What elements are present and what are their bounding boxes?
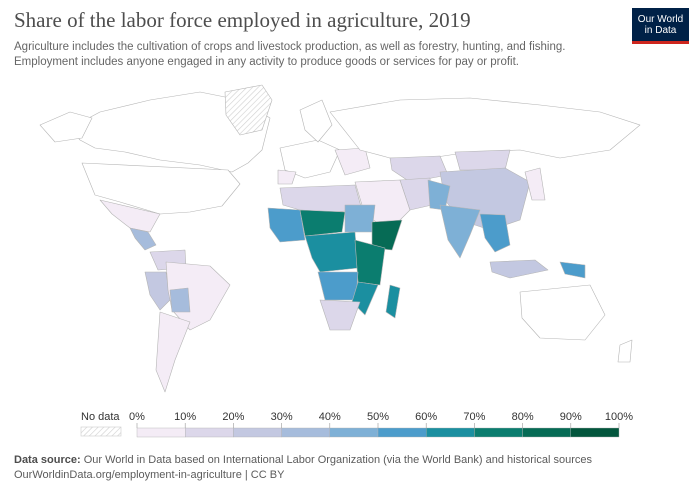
central-america [129,227,157,251]
chart-title: Share of the labor force employed in agr… [14,8,471,32]
alaska [39,111,93,143]
australia [519,284,606,341]
legend-bin-8 [522,427,571,438]
sudan [344,204,376,233]
legend-bin-4 [329,427,379,438]
east-africa [354,239,386,286]
mongolia [454,149,511,171]
source-line: Data source: Our World in Data based on … [14,453,592,468]
eastern-europe [334,147,371,176]
legend-tick-label: 100% [605,411,633,423]
map-legend: No data 0% 10% 20% 30% 40% 50% 60% 70% 80% 90% 100… [80,411,633,438]
legend-tick-label: 90% [560,411,582,423]
logo-line-1: Our World [637,14,684,25]
bolivia [169,287,191,313]
kazakhstan [389,155,449,183]
korea-japan [524,167,546,201]
legend-tick-label: 30% [271,411,293,423]
legend-no-data-label: No data [81,411,120,423]
legend-bin-3 [281,427,331,438]
southern-africa [319,299,361,331]
scandinavia [299,99,333,143]
indonesia [489,259,549,279]
legend-tick-label: 10% [174,411,196,423]
legend-tick-label: 70% [463,411,485,423]
united-states [81,162,241,215]
india [439,204,481,259]
legend-bin-0 [136,427,186,438]
subtitle-line-1: Agriculture includes the cultivation of … [14,41,566,53]
angola-zambia [317,271,359,301]
canada [69,91,271,173]
sahel [299,209,346,237]
legend-no-data-swatch [80,426,122,437]
legend-tick-label: 20% [222,411,244,423]
papua-new-guinea [559,261,586,279]
owid-logo[interactable]: Our World in Data [632,8,689,44]
legend-bin-7 [474,427,523,438]
iberia [277,169,297,185]
west-africa [267,207,306,243]
subtitle-line-2: Employment includes anyone engaged in an… [14,56,520,68]
legend-ticks: 0% 10% 20% 30% 40% 50% 60% 70% 80% 90% 100% [129,411,633,428]
source-label: Data source: [14,454,81,466]
greenland [224,84,273,136]
legend-bin-2 [233,427,282,438]
russia [329,97,641,159]
world-map[interactable] [0,80,700,400]
url-line[interactable]: OurWorldinData.org/employment-in-agricul… [14,469,285,481]
madagascar [385,284,401,319]
legend-tick-label: 50% [367,411,389,423]
legend-bin-5 [377,427,427,438]
legend-bin-6 [426,427,475,438]
legend-tick-label: 0% [129,411,145,423]
footer: Data source: Our World in Data based on … [14,453,592,483]
legend-bin-1 [184,427,234,438]
logo-line-2: in Data [644,25,677,36]
argentina-chile [155,311,191,393]
brazil [165,261,231,331]
new-zealand [617,339,633,363]
legend-tick-label: 60% [415,411,437,423]
legend-tick-label: 40% [319,411,341,423]
ethiopia-somalia [371,219,403,251]
peru-ecuador [144,271,171,311]
legend-bin-9 [570,427,620,438]
legend-tick-label: 80% [512,411,534,423]
legend-bins [136,427,620,438]
chart-subtitle: Agriculture includes the cultivation of … [14,40,614,70]
central-africa [304,231,359,273]
source-text: Our World in Data based on International… [80,454,593,466]
southeast-asia [479,213,511,253]
